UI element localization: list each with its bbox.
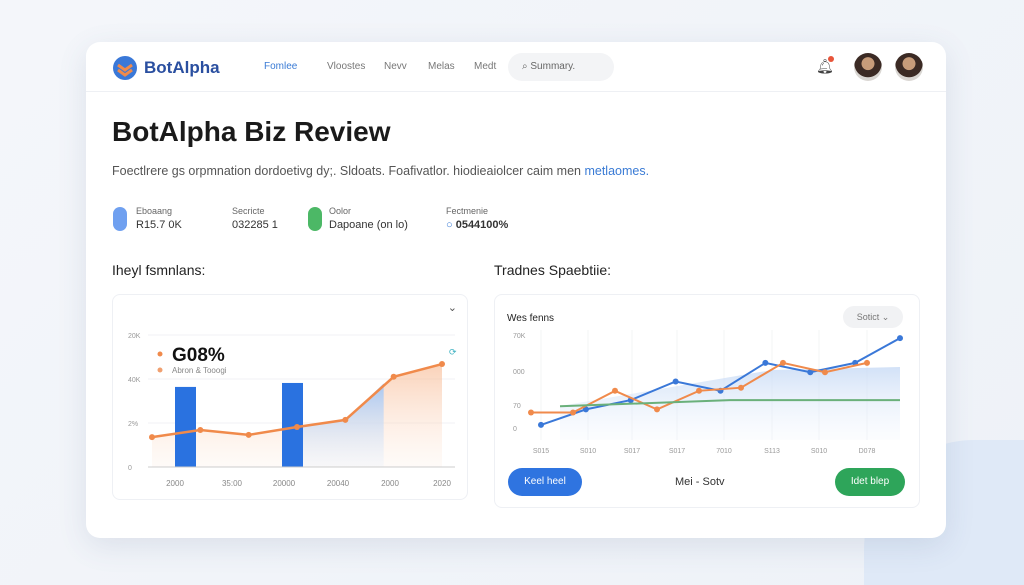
nav-link-4[interactable]: Melas [428, 61, 455, 72]
center-label: Mei - Sotv [675, 476, 725, 488]
avatar[interactable] [895, 53, 923, 81]
top-nav: BotAlpha Fomlee Vloostes Nevv Melas Medt… [86, 42, 946, 92]
brand[interactable]: BotAlpha [112, 55, 220, 81]
brand-name: BotAlpha [144, 58, 220, 77]
subtitle-link[interactable]: metlaomes. [584, 164, 650, 178]
stat-4: Fectmenie ○ 0544100% [446, 206, 509, 231]
search-input[interactable]: ⌕ Summary. [508, 53, 614, 81]
chevron-down-icon[interactable]: ⌄ [447, 302, 457, 314]
search-icon: ⌕ [522, 61, 531, 72]
stat-indicator [308, 207, 322, 231]
stat-indicator [113, 207, 127, 231]
nav-link-2[interactable]: Vloostes [327, 61, 366, 72]
stat-1: Eboaang R15.7 0K [136, 206, 182, 231]
period-dropdown[interactable]: Sotict ⌄ [843, 306, 903, 328]
right-action-button[interactable]: Idet blep [835, 468, 905, 496]
right-section-title: Tradnes Spaebtiie: [494, 262, 611, 278]
left-action-button[interactable]: Keel heel [508, 468, 582, 496]
nav-link-5[interactable]: Medt [474, 61, 497, 72]
logo-icon [113, 56, 137, 80]
notification-badge [828, 56, 834, 62]
stat-3: Oolor Dapoane (on lo) [329, 206, 408, 231]
stat-2: Secricte 032285 1 [232, 206, 278, 231]
right-chart-panel: Wes fenns Sotict ⌄ Keel heel Mei - Sotv … [494, 294, 920, 508]
nav-link-3[interactable]: Nevv [384, 61, 407, 72]
panel-title: Wes fenns [507, 313, 555, 324]
notification-bell-icon[interactable]: 🔔︎ [816, 58, 834, 74]
page-title: BotAlpha Biz Review [112, 116, 391, 147]
dashboard-card: BotAlpha Fomlee Vloostes Nevv Melas Medt… [86, 42, 946, 538]
nav-link-1[interactable]: Fomlee [264, 61, 298, 72]
search-placeholder: Summary. [530, 61, 576, 72]
page-subtitle: Foectlrere gs orpmnation dordoetivg dy;.… [112, 164, 912, 178]
left-section-title: Iheyl fsmnlans: [112, 262, 206, 278]
subtitle-text: Foectlrere gs orpmnation dordoetivg dy;.… [112, 164, 585, 178]
chevron-down-icon: ⌄ [881, 312, 890, 322]
left-chart-panel: ⌄ [112, 294, 468, 500]
avatar[interactable] [854, 53, 882, 81]
